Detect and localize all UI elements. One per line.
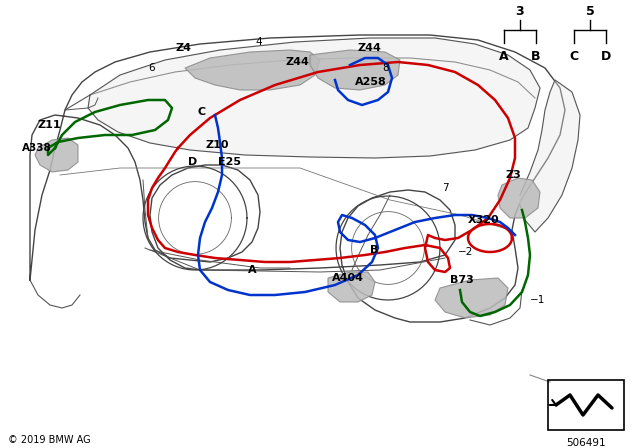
Polygon shape: [35, 138, 78, 172]
Text: 506491: 506491: [566, 438, 606, 448]
Text: A258: A258: [355, 77, 387, 87]
Text: 8: 8: [382, 63, 388, 73]
Text: D: D: [601, 50, 611, 63]
Polygon shape: [310, 50, 400, 90]
Bar: [548, 380, 624, 430]
Polygon shape: [520, 80, 580, 232]
Text: D: D: [188, 157, 197, 167]
Text: Z44: Z44: [285, 57, 309, 67]
Text: A404: A404: [332, 273, 364, 283]
Text: 4: 4: [255, 37, 262, 47]
Text: −1: −1: [530, 295, 545, 305]
Text: B: B: [531, 50, 541, 63]
Polygon shape: [498, 178, 540, 218]
Text: −2: −2: [458, 247, 474, 257]
Text: C: C: [198, 107, 206, 117]
Text: X320: X320: [468, 215, 500, 225]
Polygon shape: [435, 278, 508, 318]
Text: Z3: Z3: [505, 170, 521, 180]
Polygon shape: [88, 38, 540, 158]
Text: Z4: Z4: [175, 43, 191, 53]
Polygon shape: [328, 272, 375, 302]
Text: C: C: [570, 50, 579, 63]
Text: A: A: [499, 50, 509, 63]
Text: Z11: Z11: [38, 120, 61, 130]
Text: E25: E25: [218, 157, 241, 167]
Text: Z10: Z10: [205, 140, 228, 150]
Text: Z44: Z44: [358, 43, 382, 53]
Text: B: B: [370, 245, 378, 255]
Text: © 2019 BMW AG: © 2019 BMW AG: [8, 435, 91, 445]
Text: B73: B73: [450, 275, 474, 285]
Text: 7: 7: [442, 183, 449, 193]
Text: 3: 3: [516, 5, 524, 18]
Text: A338: A338: [22, 143, 52, 153]
Polygon shape: [30, 35, 565, 322]
Text: 6: 6: [148, 63, 155, 73]
Polygon shape: [185, 50, 320, 90]
Text: 5: 5: [586, 5, 595, 18]
Text: A: A: [248, 265, 257, 275]
